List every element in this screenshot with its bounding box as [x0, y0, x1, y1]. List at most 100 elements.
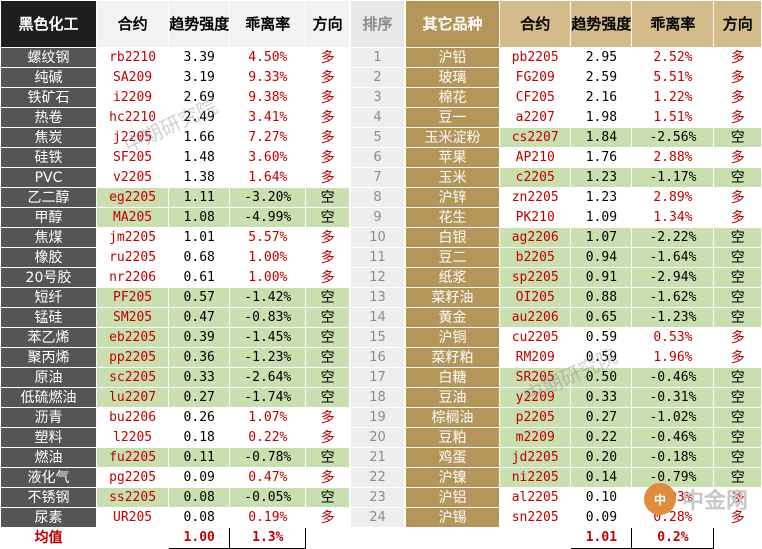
order-number: 16: [350, 347, 405, 368]
direction: 空: [713, 307, 762, 328]
trend-strength: 1.98: [570, 107, 633, 128]
direction: 空: [305, 447, 350, 468]
deviation-rate: 5.57%: [229, 227, 307, 248]
direction: 多: [713, 207, 762, 228]
contract-code: al2205: [499, 487, 572, 508]
contract-code: eb2205: [95, 327, 170, 348]
deviation-rate: -3.20%: [229, 187, 307, 208]
table-row: 原油 sc2205 0.33 -2.64% 空: [0, 367, 350, 388]
average-row: [350, 527, 405, 549]
average-row: 1.01 0.2%: [404, 527, 762, 549]
trend-strength: 0.18: [168, 427, 231, 448]
table-row: 11: [350, 247, 405, 268]
table-row: 白糖 SR205 0.50 -0.46% 空: [404, 367, 762, 388]
contract-code: ru2205: [95, 247, 170, 268]
commodity-name: 沥青: [0, 407, 97, 428]
table-row: 8: [350, 187, 405, 208]
trend-strength: 0.22: [570, 427, 633, 448]
contract-code: pp2205: [95, 347, 170, 368]
order-header: 排序: [350, 0, 405, 48]
direction: 空: [305, 367, 350, 388]
table-row: 3: [350, 87, 405, 108]
table-row: 苹果 AP210 1.76 2.88% 多: [404, 147, 762, 168]
table-row: 低硫燃油 lu2207 0.27 -1.74% 空: [0, 387, 350, 408]
right-sector-header: 其它品种: [404, 0, 501, 48]
commodity-name: 短纤: [0, 287, 97, 308]
contract-code: SF205: [95, 147, 170, 168]
contract-code: m2209: [499, 427, 572, 448]
other-commodities-table: 其它品种 合约 趋势强度 乖离率 方向 沪铅 pb2205 2.95 2.52% 多玻璃…: [404, 0, 762, 549]
trend-strength: 1.23: [570, 187, 633, 208]
order-number: 8: [350, 187, 405, 208]
table-row: 黄金 au2206 0.65 -1.23% 空: [404, 307, 762, 328]
contract-code: OI205: [499, 287, 572, 308]
trend-strength: 1.76: [570, 147, 633, 168]
trend-strength: 2.59: [570, 67, 633, 88]
direction: 多: [305, 507, 350, 528]
commodity-name: 沪铅: [404, 47, 501, 68]
commodity-name: 纸浆: [404, 267, 501, 288]
trend-strength: 1.09: [570, 207, 633, 228]
table-row: 沪铜 cu2205 0.59 0.53% 多: [404, 327, 762, 348]
average-spacer: [713, 527, 762, 549]
contract-code: hc2210: [95, 107, 170, 128]
order-number: 14: [350, 307, 405, 328]
table-row: 沪镍 ni2205 0.14 -0.79% 空: [404, 467, 762, 488]
average-label: 均值: [0, 527, 97, 549]
right-direction-header: 方向: [713, 0, 762, 48]
table-row: 焦炭 j2205 1.66 7.27% 多: [0, 127, 350, 148]
trend-strength: 0.39: [168, 327, 231, 348]
contract-code: lu2207: [95, 387, 170, 408]
table-row: 1: [350, 47, 405, 68]
commodity-name: 黄金: [404, 307, 501, 328]
table-row: 锰硅 SM205 0.47 -0.83% 空: [0, 307, 350, 328]
table-row: PVC v2205 1.38 1.64% 多: [0, 167, 350, 188]
deviation-rate: 0.19%: [229, 507, 307, 528]
deviation-rate: -2.94%: [631, 267, 715, 288]
table-row: 20: [350, 427, 405, 448]
deviation-rate: -0.05%: [229, 487, 307, 508]
trend-strength: 2.49: [168, 107, 231, 128]
table-row: 塑料 l2205 0.18 0.22% 多: [0, 427, 350, 448]
contract-code: SA209: [95, 67, 170, 88]
contract-code: pb2205: [499, 47, 572, 68]
deviation-rate: -0.46%: [631, 427, 715, 448]
trend-strength: 0.26: [168, 407, 231, 428]
table-row: 棕榈油 p2205 0.27 -1.02% 空: [404, 407, 762, 428]
average-label: [404, 527, 501, 549]
trend-strength: 0.61: [168, 267, 231, 288]
commodity-name: 玻璃: [404, 67, 501, 88]
trend-strength: 0.08: [168, 487, 231, 508]
site-logo: 中 中金网: [643, 483, 748, 515]
commodity-name: 白糖: [404, 367, 501, 388]
trend-strength: 0.50: [570, 367, 633, 388]
trend-strength: 1.38: [168, 167, 231, 188]
trend-strength: 0.20: [570, 447, 633, 468]
deviation-rate: 1.00%: [229, 267, 307, 288]
deviation-rate: 1.64%: [229, 167, 307, 188]
trend-strength: 0.94: [570, 247, 633, 268]
deviation-rate: -2.22%: [631, 227, 715, 248]
table-row: 纸浆 sp2205 0.91 -2.94% 空: [404, 267, 762, 288]
deviation-rate: -1.74%: [229, 387, 307, 408]
trend-strength: 0.47: [168, 307, 231, 328]
order-number: 15: [350, 327, 405, 348]
table-row: 豆一 a2207 1.98 1.51% 多: [404, 107, 762, 128]
trend-strength: 0.14: [570, 467, 633, 488]
table-row: 玉米淀粉 cs2207 1.84 -2.56% 空: [404, 127, 762, 148]
deviation-rate: -1.23%: [229, 347, 307, 368]
table-row: 13: [350, 287, 405, 308]
table-row: 玉米 c2205 1.23 -1.17% 空: [404, 167, 762, 188]
commodity-name: 尿素: [0, 507, 97, 528]
table-row: 2: [350, 67, 405, 88]
trend-strength: 2.69: [168, 87, 231, 108]
table-row: 螺纹钢 rb2210 3.39 4.50% 多: [0, 47, 350, 68]
deviation-rate: -1.23%: [631, 307, 715, 328]
direction: 多: [713, 67, 762, 88]
order-number: 17: [350, 367, 405, 388]
deviation-rate: -0.18%: [631, 447, 715, 468]
average-spacer: [95, 527, 170, 549]
trend-strength: 1.08: [168, 207, 231, 228]
contract-code: PK210: [499, 207, 572, 228]
